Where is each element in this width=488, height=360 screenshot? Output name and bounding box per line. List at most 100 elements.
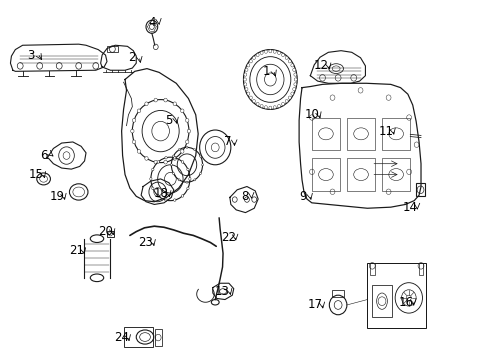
Circle shape xyxy=(180,109,183,113)
Text: 12: 12 xyxy=(313,59,328,72)
Circle shape xyxy=(132,140,136,144)
Text: 7: 7 xyxy=(223,135,231,148)
Bar xyxy=(123,327,153,347)
Circle shape xyxy=(157,195,159,197)
Circle shape xyxy=(181,161,183,163)
Circle shape xyxy=(244,87,247,91)
Circle shape xyxy=(273,106,276,109)
Circle shape xyxy=(252,56,255,59)
Bar xyxy=(107,46,118,52)
Text: 13: 13 xyxy=(215,285,229,298)
Circle shape xyxy=(154,98,157,102)
Circle shape xyxy=(193,149,195,151)
Circle shape xyxy=(292,68,295,71)
Circle shape xyxy=(185,181,187,183)
Circle shape xyxy=(281,102,284,105)
Text: 3: 3 xyxy=(27,49,35,62)
Circle shape xyxy=(181,195,183,197)
Bar xyxy=(346,117,374,150)
Text: 19: 19 xyxy=(49,190,64,203)
Circle shape xyxy=(154,160,157,164)
Circle shape xyxy=(277,51,280,55)
Circle shape xyxy=(256,102,259,105)
Circle shape xyxy=(130,129,134,133)
Circle shape xyxy=(252,99,255,103)
Text: 5: 5 xyxy=(165,114,172,127)
Circle shape xyxy=(178,149,180,151)
Circle shape xyxy=(137,149,141,153)
Circle shape xyxy=(185,140,188,144)
Circle shape xyxy=(188,177,191,180)
Circle shape xyxy=(185,118,188,122)
Text: 11: 11 xyxy=(378,125,393,138)
Circle shape xyxy=(281,53,284,57)
Text: 23: 23 xyxy=(138,236,153,249)
Circle shape xyxy=(199,172,201,175)
Circle shape xyxy=(264,50,267,53)
Circle shape xyxy=(193,179,195,181)
Circle shape xyxy=(290,92,293,95)
Circle shape xyxy=(244,73,246,76)
Circle shape xyxy=(173,157,176,160)
Text: 16: 16 xyxy=(398,296,413,309)
Circle shape xyxy=(187,129,190,133)
Circle shape xyxy=(137,109,141,113)
Circle shape xyxy=(164,199,167,201)
Circle shape xyxy=(151,187,154,190)
Bar xyxy=(369,262,374,275)
Text: 18: 18 xyxy=(154,187,169,200)
Text: 14: 14 xyxy=(402,201,417,214)
Circle shape xyxy=(186,168,189,171)
Text: 21: 21 xyxy=(69,244,83,257)
Circle shape xyxy=(264,106,267,109)
Circle shape xyxy=(268,106,271,109)
Text: 10: 10 xyxy=(304,108,319,121)
Circle shape xyxy=(132,118,136,122)
Bar xyxy=(371,285,391,317)
Text: 17: 17 xyxy=(307,298,322,311)
Circle shape xyxy=(293,83,296,86)
Text: 6: 6 xyxy=(40,149,47,162)
Circle shape xyxy=(288,96,291,99)
Circle shape xyxy=(199,155,201,157)
Text: 4: 4 xyxy=(148,16,155,29)
Circle shape xyxy=(292,87,295,91)
Circle shape xyxy=(246,64,249,67)
Bar xyxy=(366,262,425,328)
Circle shape xyxy=(172,172,174,175)
Circle shape xyxy=(244,83,246,86)
Circle shape xyxy=(294,78,297,81)
Circle shape xyxy=(256,53,259,57)
Text: 22: 22 xyxy=(221,230,235,244)
Bar xyxy=(381,158,409,191)
Text: 15: 15 xyxy=(29,168,43,181)
Circle shape xyxy=(285,99,287,103)
Text: 20: 20 xyxy=(98,225,113,238)
Circle shape xyxy=(201,164,203,166)
Circle shape xyxy=(144,102,148,106)
Circle shape xyxy=(157,161,159,163)
Circle shape xyxy=(178,179,180,181)
Circle shape xyxy=(277,104,280,108)
Circle shape xyxy=(285,56,287,59)
Circle shape xyxy=(185,147,187,148)
Bar xyxy=(155,329,161,346)
Circle shape xyxy=(149,177,152,180)
Bar xyxy=(415,183,424,196)
Circle shape xyxy=(144,157,148,160)
Circle shape xyxy=(260,104,263,108)
Circle shape xyxy=(164,157,167,159)
Circle shape xyxy=(173,199,176,201)
Text: 24: 24 xyxy=(113,331,128,344)
Bar xyxy=(346,158,374,191)
Circle shape xyxy=(246,92,249,95)
Text: 2: 2 xyxy=(128,51,136,64)
Bar xyxy=(311,117,339,150)
Bar xyxy=(418,262,423,275)
Circle shape xyxy=(180,149,183,153)
Circle shape xyxy=(173,102,176,106)
Circle shape xyxy=(170,164,172,166)
Bar xyxy=(381,117,409,150)
Circle shape xyxy=(244,68,247,71)
Circle shape xyxy=(172,155,174,157)
